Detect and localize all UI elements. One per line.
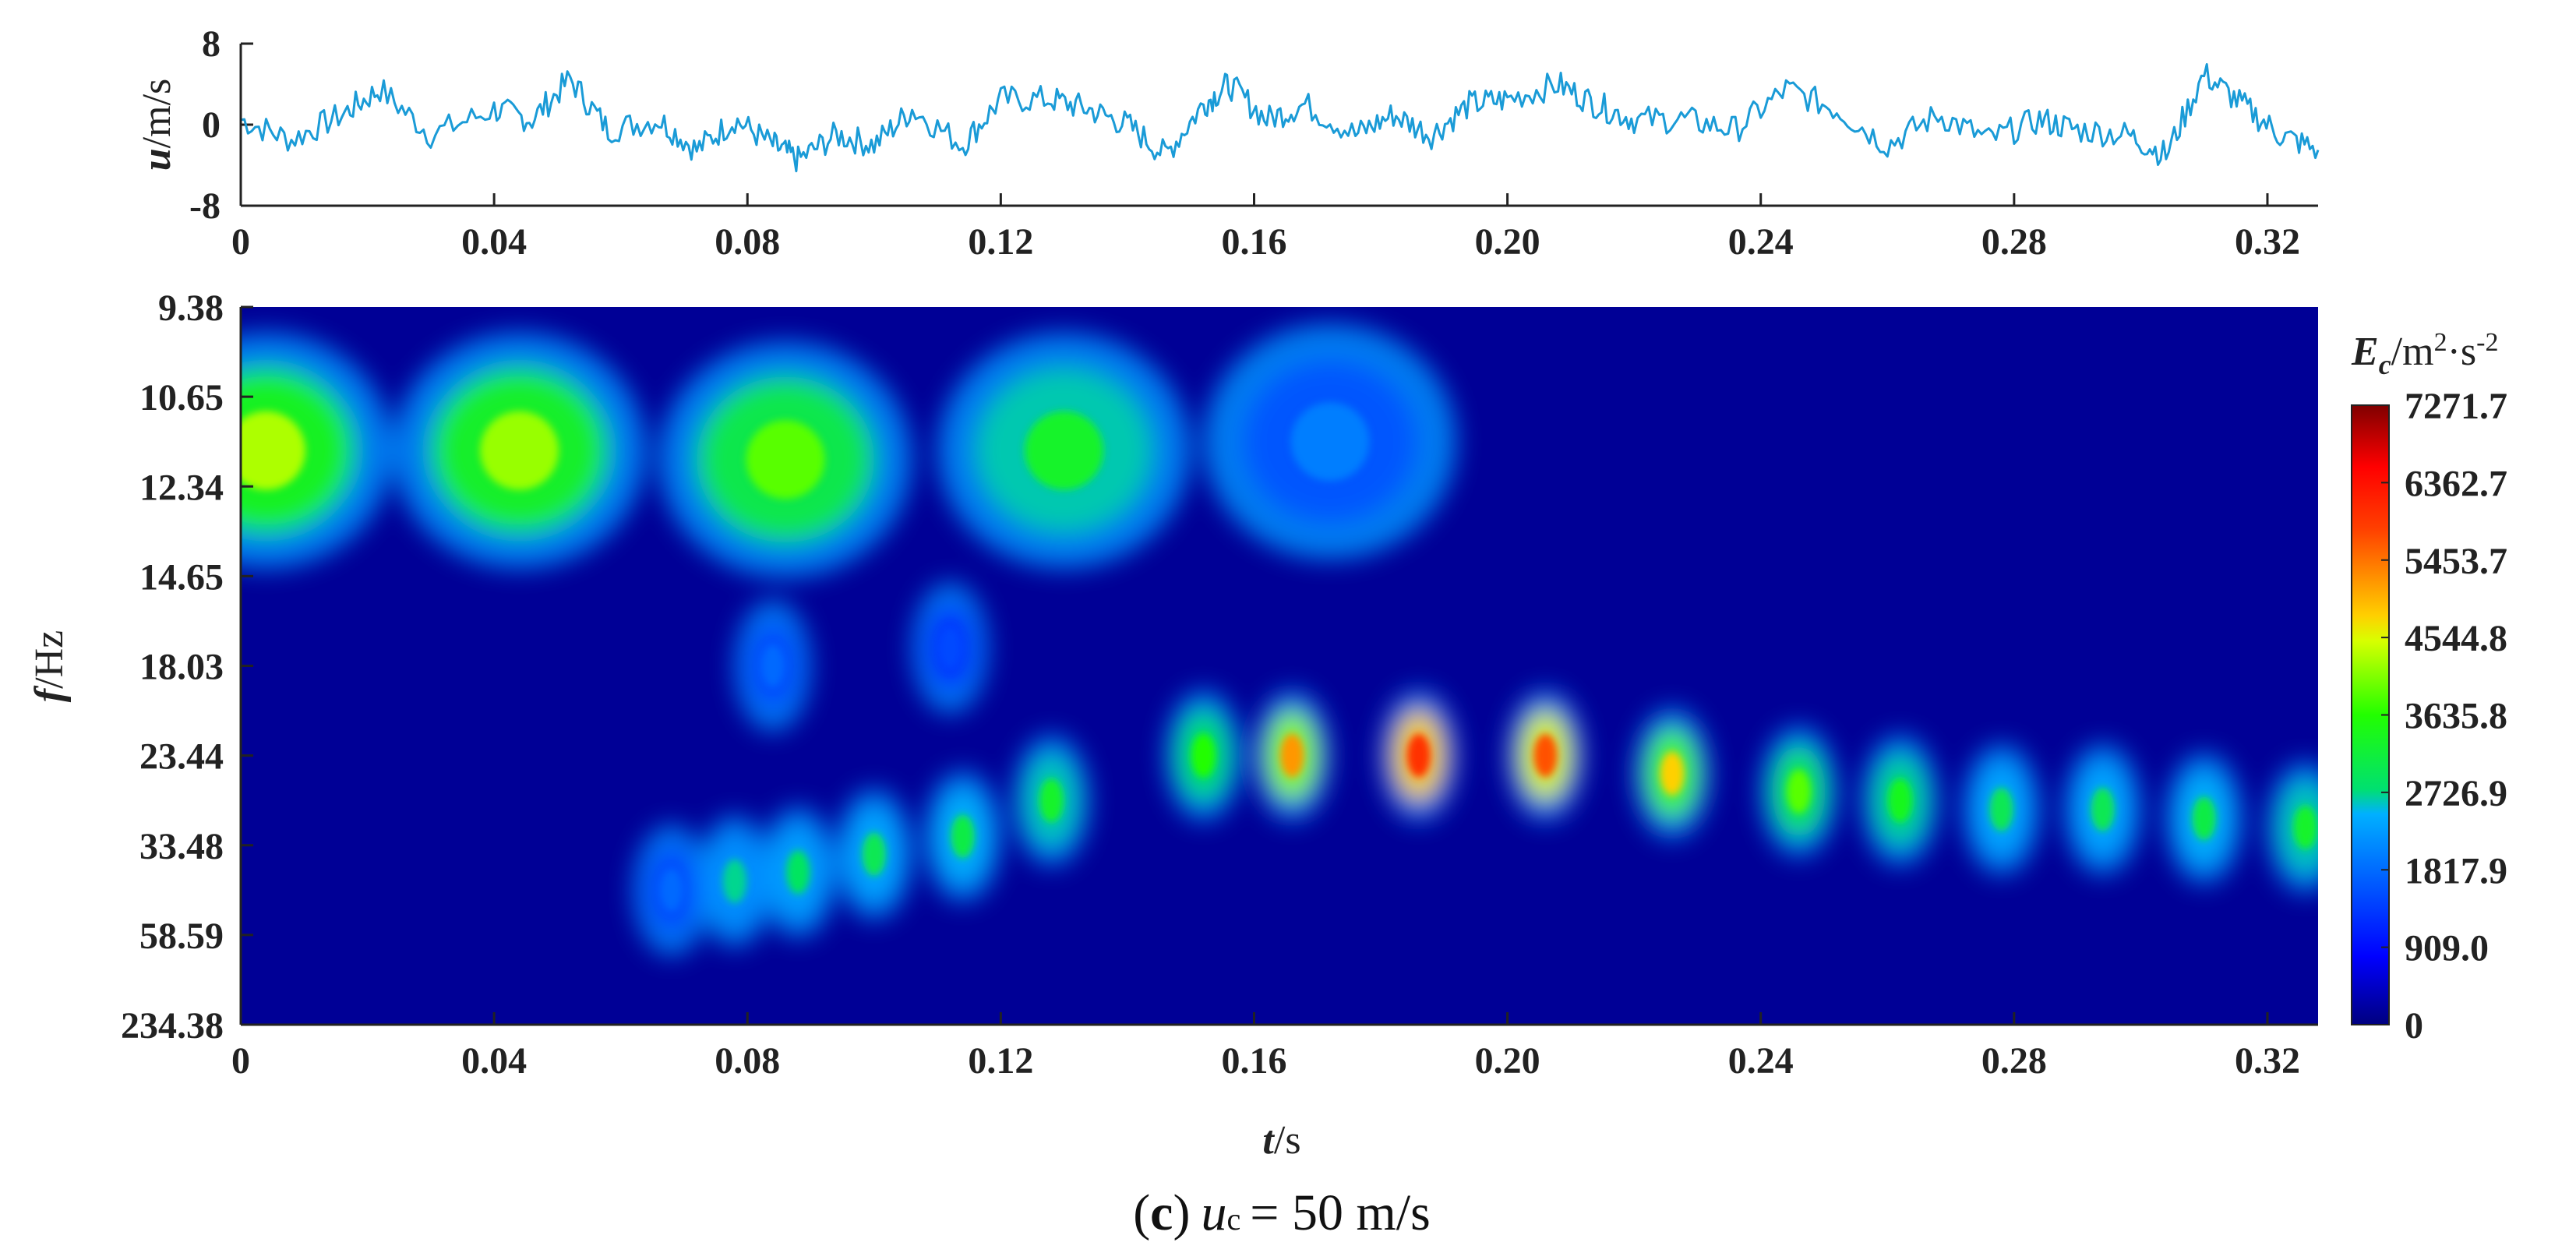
velocity-xtick-label: 0.20 (1475, 221, 1540, 263)
velocity-ytick-label: 8 (202, 23, 221, 65)
colorbar-tick-label: 6362.7 (2405, 463, 2507, 504)
energy-peak-core (760, 644, 785, 688)
heatmap-ticks: 9.38 10.65 12.34 14.65 18.03 23.44 33.48 58.59 2… (121, 288, 2300, 1082)
colorbar-tick-label: 4544.8 (2405, 618, 2507, 659)
velocity-y-label: u/m/s (135, 79, 179, 171)
heatmap-xtick-label: 0.08 (715, 1040, 780, 1082)
heatmap-xtick-label: 0.04 (461, 1040, 527, 1082)
heatmap-ytick-label: 33.48 (139, 826, 224, 867)
energy-core-layer (241, 402, 2317, 912)
energy-peak-core (722, 859, 747, 903)
energy-peak-core (1533, 733, 1558, 778)
energy-peak-core (2293, 805, 2317, 849)
heatmap-ytick-label: 58.59 (139, 916, 224, 957)
heatmap-ytick-label: 18.03 (139, 647, 224, 688)
velocity-xtick-label: 0.04 (461, 221, 527, 263)
heatmap-ytick-label: 14.65 (139, 556, 224, 598)
velocity-ytick-label: 0 (202, 104, 221, 146)
energy-peak-core (786, 850, 810, 895)
energy-peak-core (2091, 787, 2115, 831)
energy-peak-core (862, 832, 886, 877)
velocity-ticks: 80-80 0.04 0.08 0.12 0.16 0.20 0.24 0.28 0.32 (189, 23, 2300, 263)
colorbar: Ec/m2·s-2 7271.7 6362.7 5453.7 4544.8 3635.8… (2351, 328, 2507, 1046)
heatmap-x-label: t/s (1262, 1118, 1300, 1163)
colorbar-tick-label: 1817.9 (2405, 850, 2507, 891)
heatmap-panel: 9.38 10.65 12.34 14.65 18.03 23.44 33.48 58.59 2… (27, 288, 2318, 1163)
energy-peak-core (746, 420, 825, 499)
energy-peak-core (951, 814, 975, 859)
velocity-series-line (240, 63, 2320, 173)
energy-peak-core (1025, 411, 1104, 490)
colorbar-tick-label: 7271.7 (2405, 386, 2507, 427)
heatmap-xtick-label: 0.24 (1728, 1040, 1794, 1082)
colorbar-title: Ec/m2·s-2 (2351, 328, 2498, 380)
heatmap-xtick-label: 0.28 (1981, 1040, 2047, 1082)
velocity-xtick-label: 0.08 (715, 221, 780, 263)
velocity-xtick-label: 0.32 (2235, 221, 2300, 263)
figure-caption: (c) uc = 50 m/s (1133, 1184, 1431, 1241)
velocity-panel: 80-80 0.04 0.08 0.12 0.16 0.20 0.24 0.28 0.32 u/… (135, 23, 2320, 263)
energy-peak-core (2192, 796, 2216, 841)
energy-peak-core (1888, 778, 1912, 823)
colorbar-tick-label: 2726.9 (2405, 773, 2507, 814)
velocity-xtick-label: 0.28 (1981, 221, 2047, 263)
heatmap-y-label: f/Hz (27, 630, 72, 702)
colorbar-tick-label: 0 (2405, 1005, 2423, 1046)
heatmap-xtick-label: 0.20 (1475, 1040, 1540, 1082)
energy-peak-core (1660, 751, 1685, 796)
energy-peak-core (241, 411, 305, 490)
energy-peak-core (1406, 733, 1431, 778)
velocity-xtick-label: 0 (231, 221, 250, 263)
energy-peak-core (480, 411, 559, 490)
energy-peak-core (1989, 787, 2013, 831)
heatmap-ytick-label: 9.38 (158, 288, 224, 329)
velocity-xtick-label: 0.24 (1728, 221, 1794, 263)
velocity-ytick-label: -8 (189, 185, 221, 227)
colorbar-ticks: 7271.7 6362.7 5453.7 4544.8 3635.8 2726.9 1817… (2381, 386, 2507, 1046)
heatmap-xtick-label: 0.16 (1221, 1040, 1286, 1082)
heatmap-ytick-label: 234.38 (121, 1005, 224, 1046)
energy-peak-core (1280, 733, 1304, 778)
energy-peak-core (938, 626, 962, 670)
energy-peak-core (1787, 769, 1811, 814)
colorbar-tick-label: 5453.7 (2405, 541, 2507, 582)
heatmap-xtick-label: 0.12 (968, 1040, 1033, 1082)
heatmap-xtick-label: 0.32 (2235, 1040, 2300, 1082)
velocity-xtick-label: 0.12 (968, 221, 1033, 263)
colorbar-tick-label: 909.0 (2405, 928, 2489, 969)
heatmap-ytick-label: 23.44 (139, 736, 224, 778)
energy-peak-core (1191, 733, 1216, 778)
energy-peak-core (1290, 402, 1370, 482)
colorbar-tick-label: 3635.8 (2405, 696, 2507, 737)
velocity-xtick-label: 0.16 (1221, 221, 1286, 263)
energy-peak-core (659, 868, 683, 912)
heatmap-xtick-label: 0 (231, 1040, 250, 1082)
heatmap-ytick-label: 12.34 (139, 467, 224, 508)
energy-peak-core (1039, 778, 1064, 823)
heatmap-ytick-label: 10.65 (139, 377, 224, 418)
